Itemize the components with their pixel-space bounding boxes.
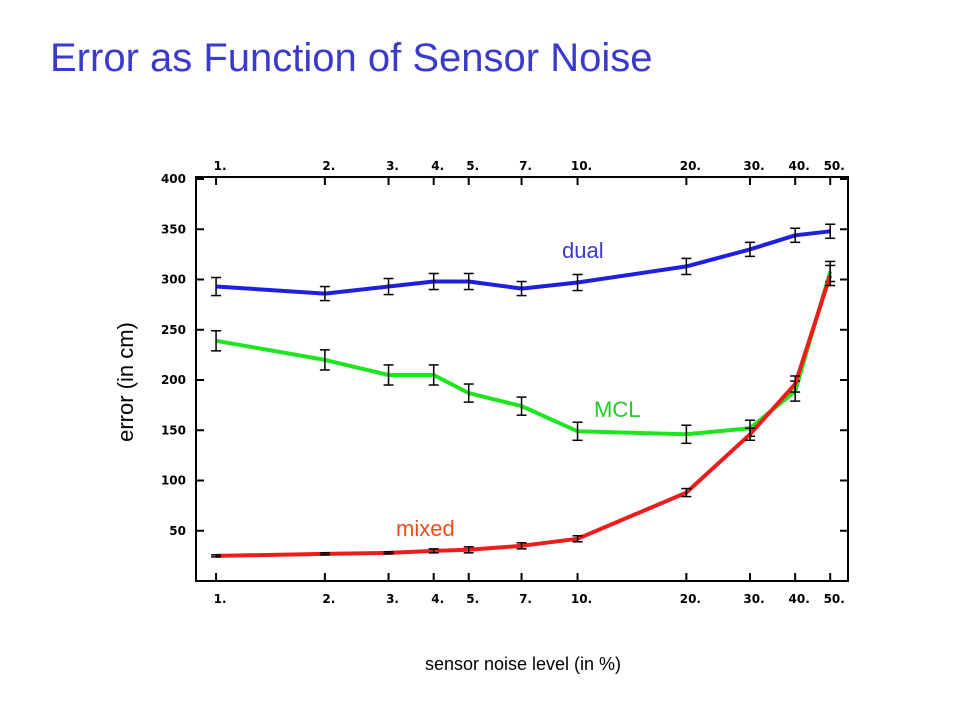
series-dual xyxy=(211,223,836,302)
error-bar-mcl xyxy=(428,364,439,386)
error-bar-dual xyxy=(211,276,222,297)
error-bar-dual xyxy=(825,223,836,240)
error-bar-mcl xyxy=(572,421,583,442)
error-bar-mixed xyxy=(572,535,583,543)
error-bar-mcl xyxy=(681,424,692,445)
error-bar-mcl xyxy=(211,330,222,352)
error-bar-mixed xyxy=(745,427,756,442)
series-label-mcl: MCL xyxy=(594,397,640,422)
series-line-dual xyxy=(215,229,831,296)
error-bar-dual xyxy=(428,272,439,291)
x-tick-label-top: 2. xyxy=(322,159,335,173)
error-bar-dual xyxy=(516,280,527,297)
tick-layer: 1. 1. 2. 2. 3. 3. 4. 4. 5. 5. 7. 7. 10. 10. 20. 20. 30. 3… xyxy=(161,159,848,606)
series-layer xyxy=(211,223,836,558)
x-axis-label: sensor noise level (in %) xyxy=(424,654,622,674)
x-tick-label: 3. xyxy=(386,592,399,606)
slide-title: Error as Function of Sensor Noise xyxy=(50,36,653,80)
x-tick-label: 30. xyxy=(743,592,764,606)
error-bar-dual xyxy=(572,273,583,292)
error-bar-mixed xyxy=(681,487,692,498)
error-bar-mixed xyxy=(825,264,836,287)
error-bar-dual xyxy=(745,241,756,258)
error-bar-mixed xyxy=(211,554,222,558)
x-tick-label-top: 7. xyxy=(519,159,532,173)
y-tick-label: 300 xyxy=(161,273,186,287)
error-bar-mcl xyxy=(319,349,330,371)
error-bar-mixed xyxy=(790,375,801,393)
y-tick-label: 100 xyxy=(161,474,186,488)
x-tick-label: 7. xyxy=(519,592,532,606)
error-bar-mcl xyxy=(383,364,394,386)
x-tick-label: 50. xyxy=(824,592,845,606)
error-bar-dual xyxy=(319,285,330,302)
error-bar-mixed xyxy=(383,551,394,555)
error-bar-dual xyxy=(790,227,801,244)
series-label-mixed: mixed xyxy=(396,516,455,541)
plot-frame xyxy=(195,176,849,582)
x-tick-label: 1. xyxy=(214,592,227,606)
error-bar-mixed xyxy=(516,542,527,550)
y-tick-label: 200 xyxy=(161,373,186,387)
error-bar-mcl xyxy=(463,383,474,403)
x-tick-label-top: 30. xyxy=(743,159,764,173)
x-tick-label: 10. xyxy=(571,592,592,606)
error-bar-dual xyxy=(463,272,474,291)
error-bar-mixed xyxy=(463,546,474,554)
x-tick-label: 20. xyxy=(680,592,701,606)
series-label-dual: dual xyxy=(562,238,604,263)
y-tick-label: 150 xyxy=(161,423,186,437)
y-tick-label: 400 xyxy=(161,172,186,186)
y-tick-label: 350 xyxy=(161,222,186,236)
x-tick-label: 2. xyxy=(322,592,335,606)
x-tick-label-top: 3. xyxy=(386,159,399,173)
error-bar-dual xyxy=(383,277,394,296)
x-tick-label-top: 50. xyxy=(824,159,845,173)
error-bar-mixed xyxy=(319,552,330,556)
error-bar-mixed xyxy=(428,548,439,554)
y-tick-label: 250 xyxy=(161,323,186,337)
error-bar-mcl xyxy=(516,396,527,416)
x-tick-label-top: 5. xyxy=(466,159,479,173)
error-bar-dual xyxy=(681,257,692,276)
y-tick-label: 50 xyxy=(169,524,186,538)
x-tick-label-top: 20. xyxy=(680,159,701,173)
x-tick-label: 5. xyxy=(466,592,479,606)
x-tick-label-top: 10. xyxy=(571,159,592,173)
series-label-layer: MCL dual mixed xyxy=(396,238,640,541)
series-mixed xyxy=(211,264,836,558)
x-tick-label: 40. xyxy=(789,592,810,606)
x-tick-label: 4. xyxy=(431,592,444,606)
x-tick-label-top: 40. xyxy=(789,159,810,173)
x-tick-label-top: 1. xyxy=(214,159,227,173)
x-tick-label-top: 4. xyxy=(431,159,444,173)
